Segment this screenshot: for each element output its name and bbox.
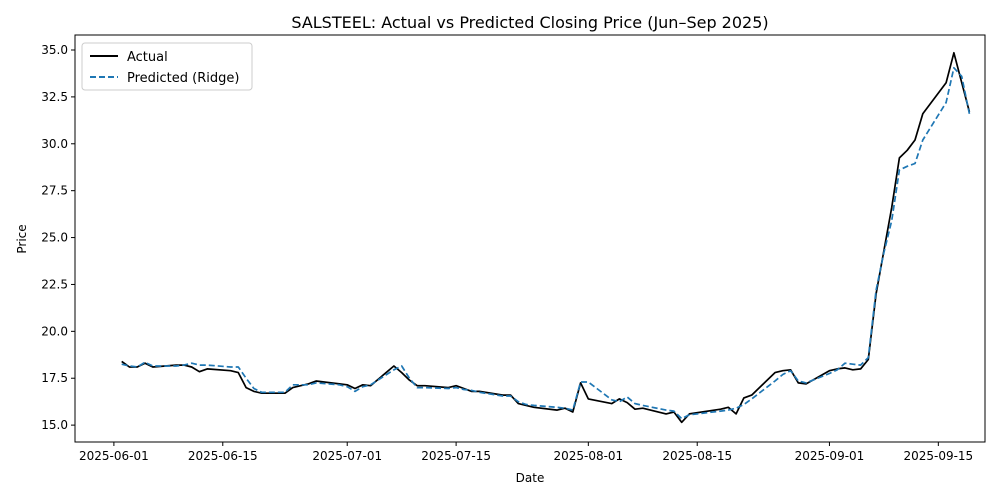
- plot-frame: [74, 34, 986, 443]
- x-tick-label: 2025-07-15: [421, 449, 491, 463]
- y-axis: 15.0 17.5 20.0 22.5 25.0 27.5 30.0 32.5 35.0: [41, 43, 75, 432]
- series-line-actual: [121, 51, 971, 424]
- y-tick-label: 15.0: [41, 418, 68, 432]
- x-tick-label: 2025-06-01: [79, 449, 149, 463]
- y-tick-label: 35.0: [41, 43, 68, 57]
- chart-title: SALSTEEL: Actual vs Predicted Closing Pr…: [291, 13, 768, 32]
- x-tick-label: 2025-09-15: [903, 449, 973, 463]
- x-tick-label: 2025-08-01: [553, 449, 623, 463]
- y-tick-label: 17.5: [41, 371, 68, 385]
- y-tick-label: 22.5: [41, 277, 68, 291]
- y-tick-label: 27.5: [41, 184, 68, 198]
- x-axis-title: Date: [516, 471, 545, 485]
- legend: Actual Predicted (Ridge): [81, 42, 253, 91]
- x-tick-label: 2025-07-01: [312, 449, 382, 463]
- x-axis: 2025-06-01 2025-06-15 2025-07-01 2025-07-15…: [79, 442, 973, 463]
- legend-label-predicted: Predicted (Ridge): [127, 71, 239, 86]
- x-tick-label: 2025-09-01: [795, 449, 865, 463]
- y-tick-label: 20.0: [41, 324, 68, 338]
- legend-box: [81, 42, 253, 91]
- y-tick-label: 30.0: [41, 137, 68, 151]
- series-line-predicted: [121, 66, 971, 420]
- x-tick-label: 2025-08-15: [662, 449, 732, 463]
- series-layer: [121, 51, 971, 424]
- y-axis-title: Price: [15, 224, 29, 253]
- y-tick-label: 25.0: [41, 231, 68, 245]
- legend-label-actual: Actual: [127, 50, 168, 65]
- x-tick-label: 2025-06-15: [188, 449, 258, 463]
- y-tick-label: 32.5: [41, 90, 68, 104]
